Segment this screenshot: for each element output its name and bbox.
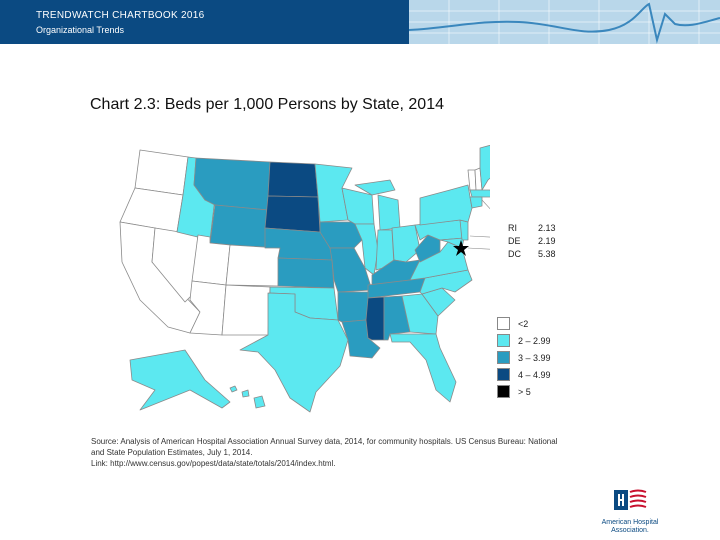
small-state-row: RI 2.13 (508, 222, 556, 235)
state-ak (129, 349, 231, 411)
state-abbr: RI (508, 223, 517, 233)
legend-label: 3 – 3.99 (518, 352, 551, 363)
aha-logo: American Hospital Association. (590, 488, 670, 535)
state-co (225, 244, 281, 287)
state-mo (329, 247, 373, 293)
chartbook-title: TRENDWATCH CHARTBOOK 2016 (36, 10, 205, 21)
state-value: 2.13 (538, 223, 556, 233)
source-note: Source: Analysis of American Hospital As… (91, 436, 651, 469)
legend-item: 4 – 4.99 (497, 366, 551, 383)
state-wv (414, 234, 441, 263)
chart-title: Chart 2.3: Beds per 1,000 Persons by Sta… (90, 96, 444, 113)
logo-line: American Hospital (601, 519, 659, 526)
source-line: Source: Analysis of American Hospital As… (91, 437, 558, 446)
state-mi (377, 194, 401, 231)
legend-item: > 5 (497, 383, 551, 400)
legend-swatch (497, 385, 510, 398)
state-ks (277, 257, 335, 289)
header-bar: TRENDWATCH CHARTBOOK 2016 Organizational… (0, 0, 409, 44)
state-me (479, 144, 490, 191)
state-ma (469, 189, 490, 198)
header-graphic (409, 0, 720, 44)
aha-logo-mark-icon (614, 489, 647, 510)
state-ms (365, 296, 385, 341)
legend-label: 4 – 4.99 (518, 369, 551, 380)
state-ct (469, 196, 483, 209)
state-nd (267, 161, 319, 198)
logo-line: Association. (611, 527, 649, 534)
state-wa (134, 149, 189, 196)
state-abbr: DC (508, 249, 521, 259)
state-nm (221, 284, 271, 336)
legend-item: 3 – 3.99 (497, 349, 551, 366)
legend-swatch (497, 368, 510, 381)
state-tx (239, 292, 349, 413)
us-choropleth-map (119, 144, 490, 413)
small-states-table: RI 2.13 DE 2.19 DC 5.38 (508, 222, 556, 261)
state-mi-up (354, 179, 396, 196)
state-oh (391, 224, 421, 263)
legend-label: > 5 (518, 386, 531, 397)
legend-swatch (497, 351, 510, 364)
ekg-wave-graphic (409, 0, 720, 44)
state-sd (264, 195, 321, 233)
source-line: and State Population Estimates, July 1, … (91, 448, 253, 457)
small-state-row: DC 5.38 (508, 248, 556, 261)
state-value: 2.19 (538, 236, 556, 246)
state-hi (229, 385, 266, 409)
state-abbr: DE (508, 236, 521, 246)
legend-label: 2 – 2.99 (518, 335, 551, 346)
small-state-row: DE 2.19 (508, 235, 556, 248)
dc-star-icon (453, 240, 469, 256)
legend-item: <2 (497, 315, 551, 332)
section-subtitle: Organizational Trends (36, 25, 125, 35)
legend-label: <2 (518, 318, 529, 329)
state-fl (389, 333, 457, 403)
legend-item: 2 – 2.99 (497, 332, 551, 349)
state-ar (337, 291, 371, 323)
state-value: 5.38 (538, 249, 556, 259)
legend-swatch (497, 317, 510, 330)
legend-swatch (497, 334, 510, 347)
state-ny (419, 184, 473, 226)
state-wy (209, 204, 269, 249)
map-legend: <2 2 – 2.99 3 – 3.99 4 – 4.99 > 5 (497, 315, 551, 400)
source-link: Link: http://www.census.gov/popest/data/… (91, 459, 336, 468)
